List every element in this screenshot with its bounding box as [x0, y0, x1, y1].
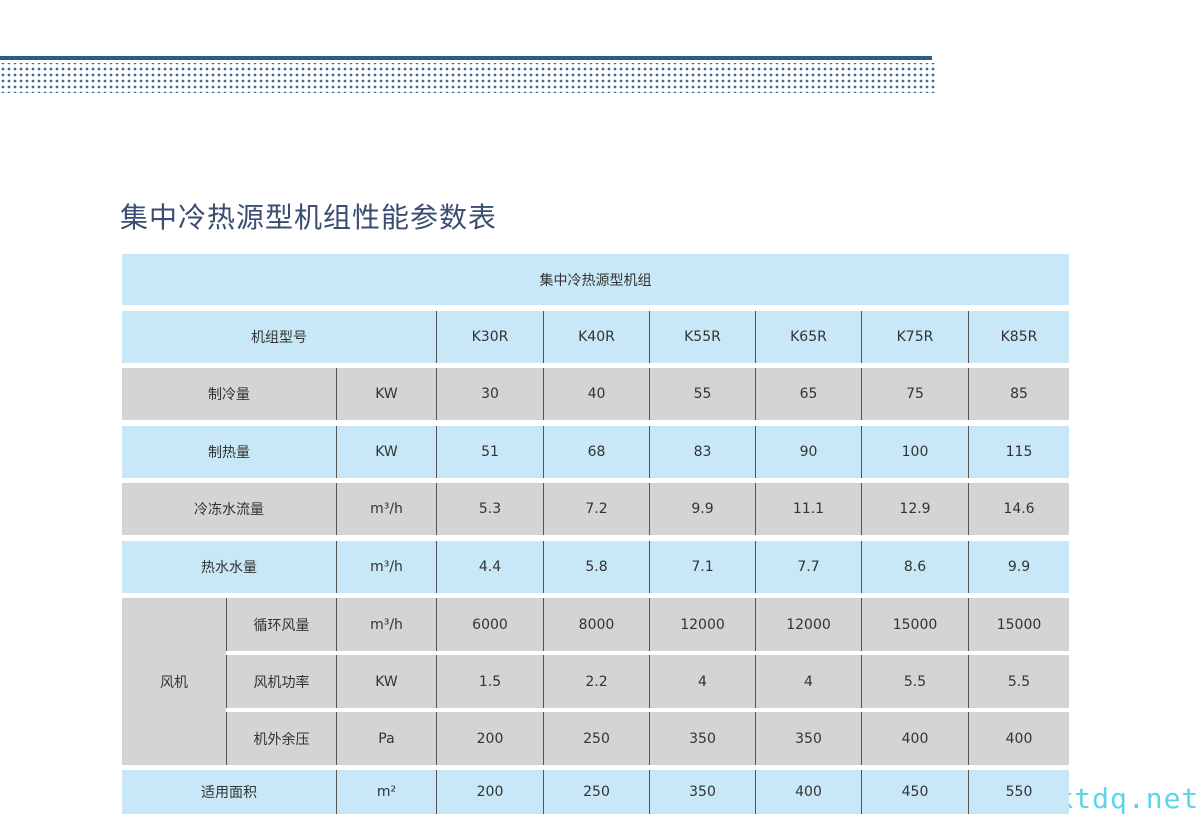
- unit: KW: [336, 368, 436, 420]
- value: 15000: [861, 598, 968, 651]
- value: 75: [861, 368, 968, 420]
- unit: m³/h: [336, 483, 436, 535]
- model-header: K40R: [543, 311, 649, 363]
- value: 1.5: [436, 655, 543, 708]
- value: 200: [436, 770, 543, 814]
- row-label: 制热量: [122, 426, 336, 478]
- value: 12000: [755, 598, 861, 651]
- model-header: K85R: [968, 311, 1069, 363]
- value: 100: [861, 426, 968, 478]
- model-header: K30R: [436, 311, 543, 363]
- value: 5.8: [543, 541, 649, 593]
- value: 350: [649, 770, 755, 814]
- row-label: 热水水量: [122, 541, 336, 593]
- value: 115: [968, 426, 1069, 478]
- model-header: K55R: [649, 311, 755, 363]
- value: 55: [649, 368, 755, 420]
- value: 7.1: [649, 541, 755, 593]
- value: 6000: [436, 598, 543, 651]
- value: 7.2: [543, 483, 649, 535]
- value: 83: [649, 426, 755, 478]
- value: 5.5: [861, 655, 968, 708]
- value: 40: [543, 368, 649, 420]
- table-caption: 集中冷热源型机组: [122, 254, 1069, 305]
- value: 400: [861, 712, 968, 765]
- value: 350: [649, 712, 755, 765]
- row-label: 循环风量: [226, 598, 336, 651]
- value: 9.9: [649, 483, 755, 535]
- value: 7.7: [755, 541, 861, 593]
- row-label: 制冷量: [122, 368, 336, 420]
- value: 90: [755, 426, 861, 478]
- row-label: 冷冻水流量: [122, 483, 336, 535]
- value: 4: [755, 655, 861, 708]
- value: 65: [755, 368, 861, 420]
- value: 15000: [968, 598, 1069, 651]
- value: 250: [543, 712, 649, 765]
- value: 200: [436, 712, 543, 765]
- value: 250: [543, 770, 649, 814]
- value: 450: [861, 770, 968, 814]
- value: 14.6: [968, 483, 1069, 535]
- unit: Pa: [336, 712, 436, 765]
- title: 集中冷热源型机组性能参数表: [120, 201, 498, 234]
- decoration: [0, 56, 936, 93]
- value: 4: [649, 655, 755, 708]
- value: 4.4: [436, 541, 543, 593]
- model-header: K65R: [755, 311, 861, 363]
- value: 85: [968, 368, 1069, 420]
- value: 9.9: [968, 541, 1069, 593]
- model-header: K75R: [861, 311, 968, 363]
- value: 8.6: [861, 541, 968, 593]
- row-label: 适用面积: [122, 770, 336, 814]
- value: 12000: [649, 598, 755, 651]
- value: 350: [755, 712, 861, 765]
- unit: KW: [336, 655, 436, 708]
- unit: m³/h: [336, 541, 436, 593]
- value: 8000: [543, 598, 649, 651]
- model-label: 机组型号: [122, 311, 436, 363]
- row-label: 机外余压: [226, 712, 336, 765]
- value: 68: [543, 426, 649, 478]
- unit: m³/h: [336, 598, 436, 651]
- value: 550: [968, 770, 1069, 814]
- value: 30: [436, 368, 543, 420]
- unit: KW: [336, 426, 436, 478]
- value: 5.3: [436, 483, 543, 535]
- value: 5.5: [968, 655, 1069, 708]
- group-label: 风机: [122, 598, 226, 765]
- value: 12.9: [861, 483, 968, 535]
- unit: m²: [336, 770, 436, 814]
- value: 51: [436, 426, 543, 478]
- value: 400: [755, 770, 861, 814]
- value: 2.2: [543, 655, 649, 708]
- value: 11.1: [755, 483, 861, 535]
- row-label: 风机功率: [226, 655, 336, 708]
- value: 400: [968, 712, 1069, 765]
